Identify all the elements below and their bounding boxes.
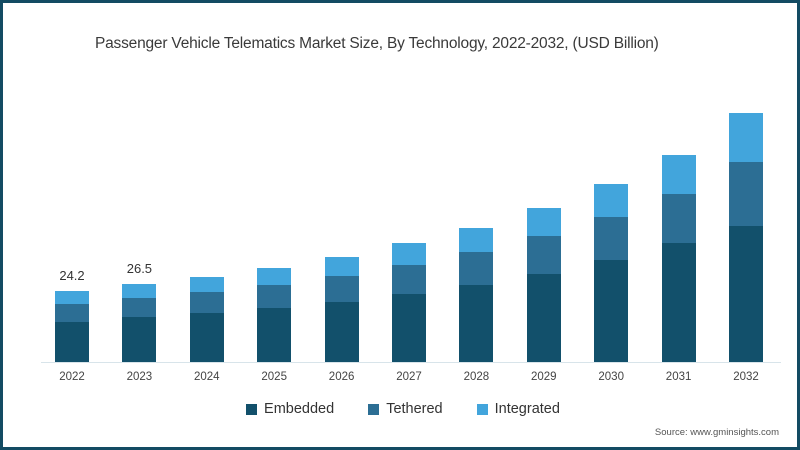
bar-segment-integrated[interactable] (526, 208, 561, 237)
stacked-bar[interactable] (526, 208, 561, 362)
x-tick-2027: 2027 (396, 371, 422, 383)
legend-item-integrated[interactable]: Integrated (476, 401, 560, 417)
stacked-bar[interactable] (661, 155, 696, 362)
bar-segment-embedded[interactable] (55, 321, 89, 362)
chart-title: Passenger Vehicle Telematics Market Size… (95, 35, 659, 52)
bar-segment-integrated[interactable] (257, 267, 292, 285)
bar-group[interactable] (459, 227, 494, 362)
bar-segment-embedded[interactable] (594, 260, 629, 362)
stacked-bar[interactable] (55, 291, 89, 362)
bar-group[interactable] (526, 208, 561, 362)
legend-item-tethered[interactable]: Tethered (368, 401, 443, 417)
bar-segment-embedded[interactable] (324, 301, 359, 362)
bar-segment-tethered[interactable] (55, 303, 89, 322)
bar-segment-integrated[interactable] (55, 291, 89, 304)
stacked-bar[interactable] (122, 284, 157, 362)
chart-legend: Embedded Tethered Integrated (3, 401, 797, 417)
stacked-bar[interactable] (257, 267, 292, 362)
stacked-bar[interactable] (324, 256, 359, 362)
bar-segment-embedded[interactable] (526, 274, 561, 362)
x-axis-line (41, 362, 781, 363)
square-swatch-icon (368, 403, 380, 415)
x-tick-2026: 2026 (328, 371, 355, 383)
stacked-bar[interactable] (594, 184, 629, 362)
bar-group[interactable] (594, 184, 629, 362)
bar-segment-tethered[interactable] (459, 252, 494, 286)
bar-group[interactable] (729, 112, 763, 362)
bar-segment-embedded[interactable] (392, 294, 426, 362)
bar-segment-integrated[interactable] (594, 184, 629, 217)
legend-label: Tethered (386, 401, 443, 417)
x-tick-2031: 2031 (665, 371, 692, 383)
bar-group[interactable] (324, 256, 359, 362)
bar-value-label: 24.2 (59, 268, 85, 284)
bar-group[interactable] (257, 267, 292, 362)
bar-segment-tethered[interactable] (392, 265, 426, 294)
legend-label: Integrated (494, 401, 560, 417)
x-tick-2028: 2028 (463, 371, 490, 383)
stacked-bar[interactable] (189, 276, 224, 362)
x-tick-2032: 2032 (733, 371, 759, 383)
bar-segment-embedded[interactable] (729, 226, 763, 362)
square-swatch-icon (476, 403, 488, 415)
legend-label: Embedded (264, 401, 335, 417)
bar-segment-integrated[interactable] (122, 284, 157, 299)
bar-segment-integrated[interactable] (661, 155, 696, 194)
x-tick-2029: 2029 (531, 371, 557, 383)
bar-group[interactable] (189, 276, 224, 362)
bar-segment-integrated[interactable] (392, 243, 426, 265)
bar-segment-embedded[interactable] (122, 317, 157, 362)
bar-group[interactable] (55, 291, 89, 362)
stacked-bar[interactable] (392, 243, 426, 362)
x-tick-2024: 2024 (194, 371, 220, 383)
bar-segment-integrated[interactable] (729, 112, 763, 163)
legend-item-embedded[interactable]: Embedded (246, 401, 334, 417)
square-swatch-icon (246, 403, 258, 415)
bar-segment-integrated[interactable] (189, 276, 224, 292)
bar-segment-embedded[interactable] (189, 313, 224, 362)
bar-group[interactable] (392, 243, 426, 362)
bar-segment-embedded[interactable] (459, 285, 494, 362)
bar-group[interactable] (661, 155, 696, 362)
x-tick-2023: 2023 (126, 371, 153, 383)
stacked-bar[interactable] (729, 112, 763, 362)
bar-segment-tethered[interactable] (189, 291, 224, 314)
x-tick-2030: 2030 (598, 371, 624, 383)
bar-value-label: 26.5 (126, 261, 153, 277)
bar-segment-tethered[interactable] (594, 216, 629, 261)
x-tick-2022: 2022 (59, 371, 85, 383)
bar-segment-embedded[interactable] (257, 308, 292, 362)
bar-segment-tethered[interactable] (661, 193, 696, 244)
bar-segment-tethered[interactable] (526, 236, 561, 275)
x-tick-2025: 2025 (261, 371, 287, 383)
bar-segment-tethered[interactable] (324, 275, 359, 302)
bar-segment-tethered[interactable] (729, 162, 763, 227)
bar-segment-tethered[interactable] (257, 284, 292, 309)
stacked-bar[interactable] (459, 227, 494, 362)
bar-segment-integrated[interactable] (324, 256, 359, 276)
source-caption: Source: www.gminsights.com (654, 427, 779, 438)
bar-group[interactable] (122, 284, 157, 362)
bar-segment-embedded[interactable] (661, 243, 696, 362)
bar-segment-tethered[interactable] (122, 298, 157, 318)
bar-segment-integrated[interactable] (459, 227, 494, 253)
